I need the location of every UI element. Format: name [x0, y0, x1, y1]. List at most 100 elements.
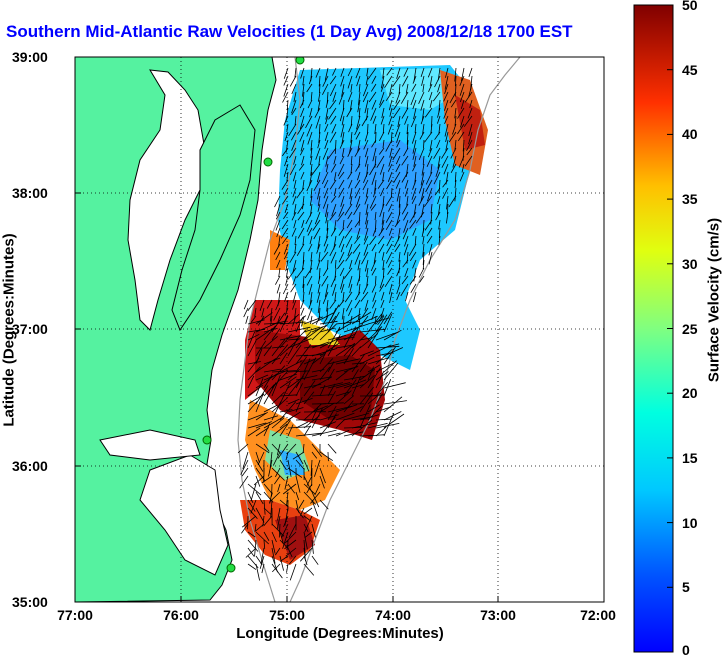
velocity-vector [295, 356, 307, 373]
velocity-vector [454, 107, 457, 119]
velocity-vector [247, 319, 265, 325]
velocity-vector [295, 491, 300, 501]
velocity-vector [401, 171, 409, 183]
y-tick-label: 38:00 [12, 185, 48, 201]
velocity-vector [343, 375, 366, 381]
velocity-vector [420, 99, 425, 111]
velocity-vector [414, 235, 417, 245]
velocity-vector [337, 163, 345, 177]
velocity-vector [367, 366, 374, 381]
velocity-vector [378, 147, 385, 155]
velocity-vector [253, 475, 265, 486]
velocity-vector [457, 107, 465, 119]
velocity-vector [387, 267, 393, 275]
velocity-vector [322, 267, 329, 277]
velocity-vector [346, 107, 353, 118]
velocity-vector [382, 67, 385, 79]
velocity-vector [343, 395, 355, 405]
colorbar-tick-label: 0 [682, 642, 690, 658]
velocity-vector [275, 467, 281, 478]
velocity-vector [351, 376, 362, 397]
velocity-vector [306, 219, 313, 233]
velocity-vector [347, 211, 353, 220]
velocity-vector [301, 219, 305, 228]
velocity-vector [339, 155, 345, 165]
velocity-vector [292, 259, 297, 274]
velocity-vector [438, 235, 441, 246]
velocity-vector [363, 171, 369, 184]
velocity-vector [295, 315, 307, 325]
velocity-vector [412, 147, 417, 160]
velocity-vector [389, 107, 393, 117]
velocity-vector [379, 275, 385, 289]
velocity-vector [367, 392, 382, 405]
velocity-vector [370, 203, 377, 211]
velocity-vector [420, 187, 425, 202]
velocity-vector [403, 219, 409, 233]
velocity-vector [406, 195, 409, 206]
velocity-vector [271, 555, 278, 573]
velocity-vector [466, 147, 473, 156]
velocity-vector [370, 83, 377, 92]
velocity-vector [255, 427, 270, 437]
velocity-vector [350, 163, 353, 174]
velocity-vector [309, 171, 313, 186]
velocity-vector [341, 307, 345, 320]
velocity-vector [343, 313, 361, 325]
velocity-vector [400, 283, 409, 297]
velocity-vector [286, 491, 289, 507]
velocity-vector [279, 555, 289, 562]
velocity-vector [338, 203, 345, 217]
velocity-vector [452, 123, 457, 135]
velocity-vector [335, 344, 352, 349]
velocity-vector [279, 409, 293, 413]
velocity-vector [381, 211, 385, 225]
velocity-vector [343, 379, 357, 397]
velocity-vector [370, 259, 377, 272]
velocity-vector [369, 163, 377, 176]
velocity-vector [325, 99, 329, 108]
x-tick-label: 73:00 [480, 607, 516, 623]
velocity-vector [287, 398, 300, 405]
velocity-vector [247, 340, 257, 357]
velocity-vector [433, 147, 441, 159]
velocity-vector [255, 531, 269, 545]
velocity-vector [329, 299, 337, 309]
velocity-vector [375, 370, 385, 389]
velocity-vector [317, 283, 321, 294]
velocity-vector [367, 313, 383, 333]
velocity-vector [386, 67, 393, 76]
velocity-vector [364, 99, 369, 114]
velocity-vector [276, 227, 281, 238]
velocity-vector [383, 413, 395, 437]
velocity-vector [330, 163, 337, 173]
velocity-vector [292, 195, 297, 205]
velocity-vector [271, 443, 282, 454]
velocity-vector [348, 275, 353, 288]
velocity-vector [342, 315, 345, 329]
velocity-vector [367, 123, 369, 134]
velocity-vector [279, 539, 288, 549]
velocity-vector [294, 67, 297, 78]
velocity-vector [344, 227, 353, 239]
velocity-vector [344, 203, 353, 216]
velocity-vector [419, 275, 425, 283]
velocity-vector [338, 91, 345, 105]
velocity-vector [296, 187, 305, 199]
velocity-vector [357, 139, 361, 153]
velocity-vector [403, 211, 409, 221]
velocity-vector [317, 235, 321, 250]
velocity-vector [442, 187, 449, 199]
velocity-vector [271, 523, 285, 537]
velocity-vector [295, 421, 309, 429]
velocity-vector [263, 539, 266, 549]
velocity-vector [450, 147, 457, 159]
velocity-vector [335, 336, 355, 341]
colorbar-tick-label: 45 [682, 61, 698, 78]
velocity-vector [307, 307, 313, 321]
velocity-vector [259, 299, 265, 311]
velocity-vector [302, 283, 305, 293]
velocity-vector [286, 99, 289, 111]
velocity-vector [254, 523, 257, 533]
velocity-vector [404, 115, 409, 125]
